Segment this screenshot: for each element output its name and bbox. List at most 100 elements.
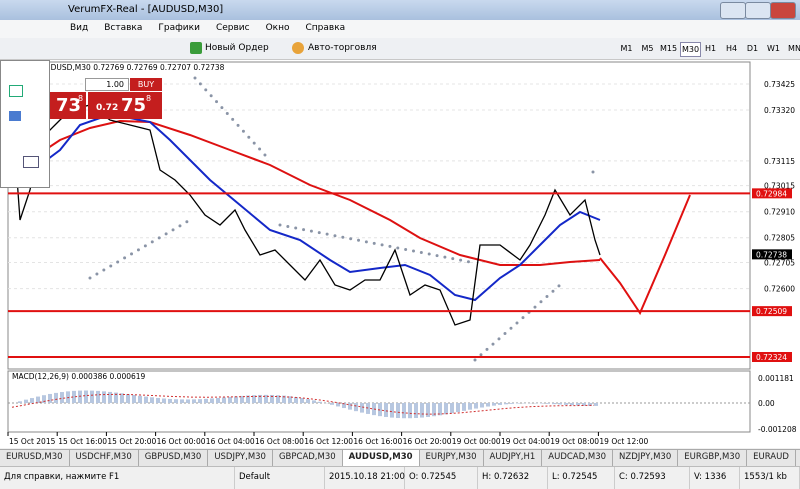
menu-item[interactable]: Графики [150, 20, 208, 38]
macd-bar [144, 397, 148, 403]
chart-tab[interactable]: EURUSD,M30 [0, 450, 70, 466]
macd-bar [96, 391, 100, 403]
macd-bar [546, 403, 550, 404]
macd-bar [552, 403, 556, 404]
macd-bar [480, 403, 484, 408]
timeframe-button[interactable]: M15 [659, 42, 678, 55]
chart-tab[interactable]: GBPUSD,M30 [139, 450, 209, 466]
chart-tab[interactable]: AUDCAD,M30 [542, 450, 613, 466]
close-button[interactable] [770, 2, 796, 19]
macd-bar [312, 400, 316, 403]
timeframe-button[interactable]: W1 [764, 42, 783, 55]
macd-bar [474, 403, 478, 409]
sell-price-box[interactable]: 73 8 [50, 92, 86, 119]
macd-bar [228, 397, 232, 403]
macd-bar [516, 403, 520, 404]
macd-bar [450, 403, 454, 413]
macd-bar [108, 392, 112, 403]
time-label: 16 Oct 00:00 [157, 437, 206, 446]
macd-bar [408, 403, 412, 418]
timeframe-button[interactable]: M5 [638, 42, 657, 55]
chart-tab[interactable]: NZDJPY,M30 [613, 450, 678, 466]
macd-bar [540, 403, 544, 404]
macd-bar [24, 400, 28, 403]
macd-bar [564, 403, 568, 405]
price-axis-label: 0.73320 [764, 106, 795, 115]
macd-bar [360, 403, 364, 413]
macd-bar [492, 403, 496, 406]
macd-bar [354, 403, 358, 411]
macd-axis-label: -0.001208 [758, 425, 797, 434]
macd-bar [150, 397, 154, 403]
tool-icon[interactable] [23, 156, 39, 168]
macd-bar [426, 403, 430, 417]
macd-bar [504, 403, 508, 404]
macd-bar [468, 403, 472, 410]
chart-tab[interactable]: GBPCAD,M30 [273, 450, 343, 466]
timeframe-button[interactable]: M30 [680, 42, 701, 57]
macd-bar [138, 396, 142, 403]
macd-bar [210, 398, 214, 403]
status-field: 1553/1 kb [740, 467, 800, 489]
tool-icon[interactable] [9, 111, 21, 121]
macd-bar [318, 402, 322, 403]
chart-tab[interactable]: EURGBP,M30 [678, 450, 747, 466]
tool-icon[interactable] [9, 85, 23, 97]
level-label: 0.72324 [756, 353, 787, 362]
menu-item[interactable]: Сервис [208, 20, 258, 38]
buy-button[interactable]: BUY [130, 78, 162, 91]
macd-bar [558, 403, 562, 405]
timeframe-button[interactable]: H1 [701, 42, 720, 55]
chart-tab[interactable]: USDJPY,M30 [208, 450, 273, 466]
menu-item[interactable]: Вид [62, 20, 96, 38]
macd-bar [438, 403, 442, 415]
new-order-button[interactable]: Новый Ордер [205, 43, 269, 53]
lot-input[interactable]: 1.00 [85, 78, 129, 91]
time-label: 19 Oct 04:00 [501, 437, 550, 446]
sell-price-sup: 8 [78, 94, 83, 103]
maximize-button[interactable] [745, 2, 771, 19]
status-field: O: 0.72545 [405, 467, 478, 489]
macd-axis-label: 0.00 [758, 399, 775, 408]
auto-trading-button[interactable]: Авто-торговля [308, 43, 377, 53]
macd-bar [168, 399, 172, 403]
time-label: 15 Oct 16:00 [58, 437, 107, 446]
macd-bar [90, 391, 94, 403]
time-label: 19 Oct 00:00 [452, 437, 501, 446]
timeframe-button[interactable]: M1 [617, 42, 636, 55]
macd-bar [402, 403, 406, 418]
time-label: 16 Oct 12:00 [304, 437, 353, 446]
macd-bar [456, 403, 460, 412]
status-field: 2015.10.18 21:00 [325, 467, 405, 489]
price-axis-label: 0.73115 [764, 157, 795, 166]
macd-bar [570, 403, 574, 405]
macd-bar [186, 399, 190, 403]
chart-window: AUDUSD,M30 0.72769 0.72769 0.72707 0.727… [0, 60, 800, 448]
timeframe-button[interactable]: MN [785, 42, 800, 55]
macd-bar [444, 403, 448, 414]
chart-tab[interactable]: AUDJPY,H1 [484, 450, 543, 466]
new-order-icon [190, 42, 202, 54]
chart-tab[interactable]: AUDUSD,M30 [343, 450, 420, 466]
current-price-label: 0.72738 [756, 250, 787, 259]
chart-tab[interactable]: EURAUD [747, 450, 796, 466]
buy-price-box[interactable]: 0.72 75 8 [88, 92, 162, 119]
macd-bar [30, 398, 34, 403]
timeframe-button[interactable]: D1 [743, 42, 762, 55]
buy-price-sup: 8 [146, 94, 151, 103]
price-axis-label: 0.72600 [764, 285, 795, 294]
status-field: C: 0.72593 [615, 467, 690, 489]
menu-item[interactable]: Справка [298, 20, 354, 38]
menu-item[interactable]: Вставка [96, 20, 150, 38]
level-label: 0.72509 [756, 307, 787, 316]
macd-bar [594, 403, 598, 406]
status-field: L: 0.72545 [548, 467, 615, 489]
chart-tab[interactable]: EURJPY,M30 [420, 450, 484, 466]
chart-tab[interactable]: USDCHF,M30 [70, 450, 139, 466]
level-label: 0.72984 [756, 189, 787, 198]
menu-item[interactable]: Окно [258, 20, 298, 38]
timeframe-button[interactable]: H4 [722, 42, 741, 55]
minimize-button[interactable] [720, 2, 746, 19]
